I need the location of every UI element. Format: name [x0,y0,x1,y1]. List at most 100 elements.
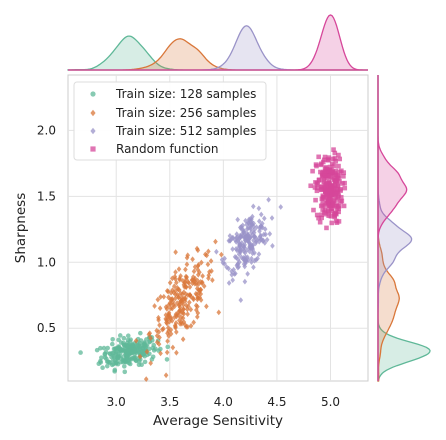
data-point [241,244,247,251]
data-point [316,154,321,160]
data-point [142,359,148,365]
data-point [326,168,331,174]
data-point [256,235,261,242]
data-point [190,280,195,287]
data-point [236,251,242,258]
data-point [240,226,245,233]
y-tick-label: 0.5 [37,321,56,335]
data-point [321,179,327,185]
scatter-points [78,147,348,382]
data-point [165,325,171,331]
data-point [183,324,189,330]
data-point [253,240,258,247]
data-point [325,173,331,179]
data-point [195,271,201,278]
x-tick-labels: 3.0 3.5 4.0 4.5 5.0 [107,395,340,409]
data-point [250,231,255,238]
data-point [324,193,330,198]
data-point [157,334,162,341]
data-point [148,335,153,341]
data-point [310,168,315,174]
data-point [178,290,184,297]
data-point [204,252,210,259]
data-point [256,251,262,258]
data-point [176,312,181,319]
data-point [174,329,179,335]
data-point [320,207,326,212]
data-point [185,292,191,298]
data-point [167,279,173,286]
data-point [209,268,214,274]
data-point [330,200,336,205]
data-point [252,257,257,264]
data-point [336,152,341,158]
data-point [183,266,188,273]
data-point [322,154,328,160]
data-point [251,264,256,271]
data-point [334,202,340,207]
data-point [136,359,142,364]
data-point [198,286,204,293]
data-point [328,194,333,200]
data-point [166,302,171,309]
data-point [329,220,335,226]
data-point [328,203,333,208]
data-point [183,284,189,291]
data-point [216,309,222,316]
data-point [194,307,199,313]
data-point [191,319,196,326]
data-point [204,303,209,310]
data-point [166,294,171,301]
data-point [327,197,332,203]
data-point [197,294,202,301]
data-point [128,344,134,350]
data-point [189,277,195,284]
data-point [334,206,340,212]
data-point [251,237,256,244]
data-point [332,156,338,161]
data-point [104,363,110,369]
data-point [322,166,328,171]
data-point [235,256,241,263]
data-point [111,361,116,367]
data-point [116,337,121,343]
data-point [168,296,174,303]
top-kde-3 [68,14,368,71]
data-point [170,287,175,293]
data-point [338,188,343,193]
data-point [241,254,247,261]
data-point [313,162,319,167]
data-point [331,212,337,217]
data-point [233,238,239,245]
data-point [177,277,182,283]
data-point [338,195,344,200]
data-point [165,338,170,344]
data-point [117,333,123,338]
x-axis-label: Average Sensitivity [153,413,283,429]
data-point [184,261,190,268]
data-point [169,317,175,324]
data-point [335,173,341,178]
data-point [238,297,244,303]
data-point [222,255,227,262]
data-point [124,355,130,361]
data-point [319,215,324,221]
data-point [177,321,183,327]
data-point [329,206,335,212]
data-point [336,176,341,181]
data-point [308,183,314,189]
data-point [327,164,333,170]
legend-marker-2 [90,127,96,135]
data-point [205,261,211,268]
data-point [173,291,178,298]
data-point [341,170,347,175]
data-point [195,266,201,273]
data-point [174,279,179,286]
data-point [168,331,174,337]
data-point [210,277,215,283]
data-point [331,147,336,152]
data-point [98,360,104,365]
data-point [154,339,160,346]
